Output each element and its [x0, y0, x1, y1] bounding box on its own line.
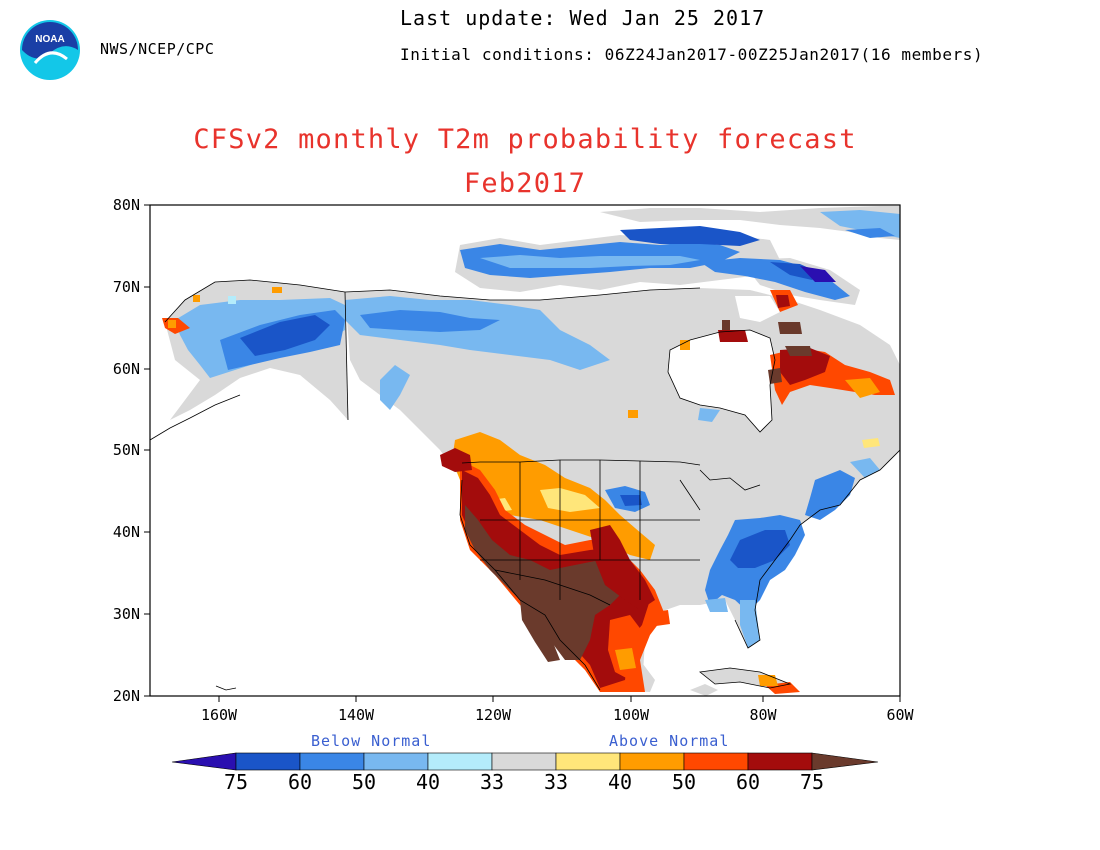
lat-label-60n: 60N	[112, 360, 140, 378]
colorbar-label-below-50: 50	[351, 770, 377, 794]
colorbar	[171, 752, 879, 771]
below-normal-regions	[175, 210, 900, 648]
colorbar-below-60	[235, 752, 301, 771]
lat-label-80n: 80N	[112, 196, 140, 214]
noaa-logo: NOAA	[20, 20, 80, 80]
lon-label-120w: 120W	[474, 706, 512, 724]
org-label: NWS/NCEP/CPC	[100, 40, 215, 58]
colorbar-above-50	[683, 752, 749, 771]
colorbar-label-above-75: 75	[799, 770, 825, 794]
chart-title: CFSv2 monthly T2m probability forecast	[193, 124, 857, 155]
last-update: Last update: Wed Jan 25 2017	[400, 6, 766, 30]
legend-above-normal: Above Normal	[609, 732, 730, 750]
legend-below-normal: Below Normal	[311, 732, 432, 750]
colorbar-below-75-arrow	[171, 752, 237, 771]
lon-label-60w: 60W	[886, 706, 914, 724]
colorbar-above-40	[619, 752, 685, 771]
colorbar-above-33	[555, 752, 621, 771]
lat-label-40n: 40N	[112, 523, 140, 541]
lat-label-50n: 50N	[112, 441, 140, 459]
lon-label-140w: 140W	[337, 706, 375, 724]
colorbar-label-above-60: 60	[735, 770, 761, 794]
colorbar-label-below-33: 33	[479, 770, 505, 794]
initial-conditions: Initial conditions: 06Z24Jan2017-00Z25Ja…	[400, 45, 984, 64]
hudson-bay	[668, 330, 775, 432]
colorbar-label-below-60: 60	[287, 770, 313, 794]
colorbar-above-75-arrow	[811, 752, 879, 771]
noaa-logo-text: NOAA	[35, 34, 64, 45]
lat-label-20n: 20N	[112, 687, 140, 705]
above-normal-regions	[162, 287, 895, 694]
colorbar-below-40	[363, 752, 429, 771]
colorbar-below-50	[299, 752, 365, 771]
lon-label-160w: 160W	[200, 706, 238, 724]
boundary-lines	[150, 279, 900, 691]
colorbar-label-above-50: 50	[671, 770, 697, 794]
colorbar-label-below-40: 40	[415, 770, 441, 794]
colorbar-label-above-40: 40	[607, 770, 633, 794]
axis-ticks	[144, 204, 901, 702]
colorbar-label-above-33: 33	[543, 770, 569, 794]
colorbar-label-below-75: 75	[223, 770, 249, 794]
lat-label-70n: 70N	[112, 278, 140, 296]
chart-subtitle: Feb2017	[463, 168, 587, 199]
lat-label-30n: 30N	[112, 605, 140, 623]
colorbar-below-33	[427, 752, 493, 771]
lon-label-100w: 100W	[612, 706, 650, 724]
colorbar-normal	[491, 752, 557, 771]
lon-label-80w: 80W	[749, 706, 777, 724]
colorbar-above-60	[747, 752, 813, 771]
